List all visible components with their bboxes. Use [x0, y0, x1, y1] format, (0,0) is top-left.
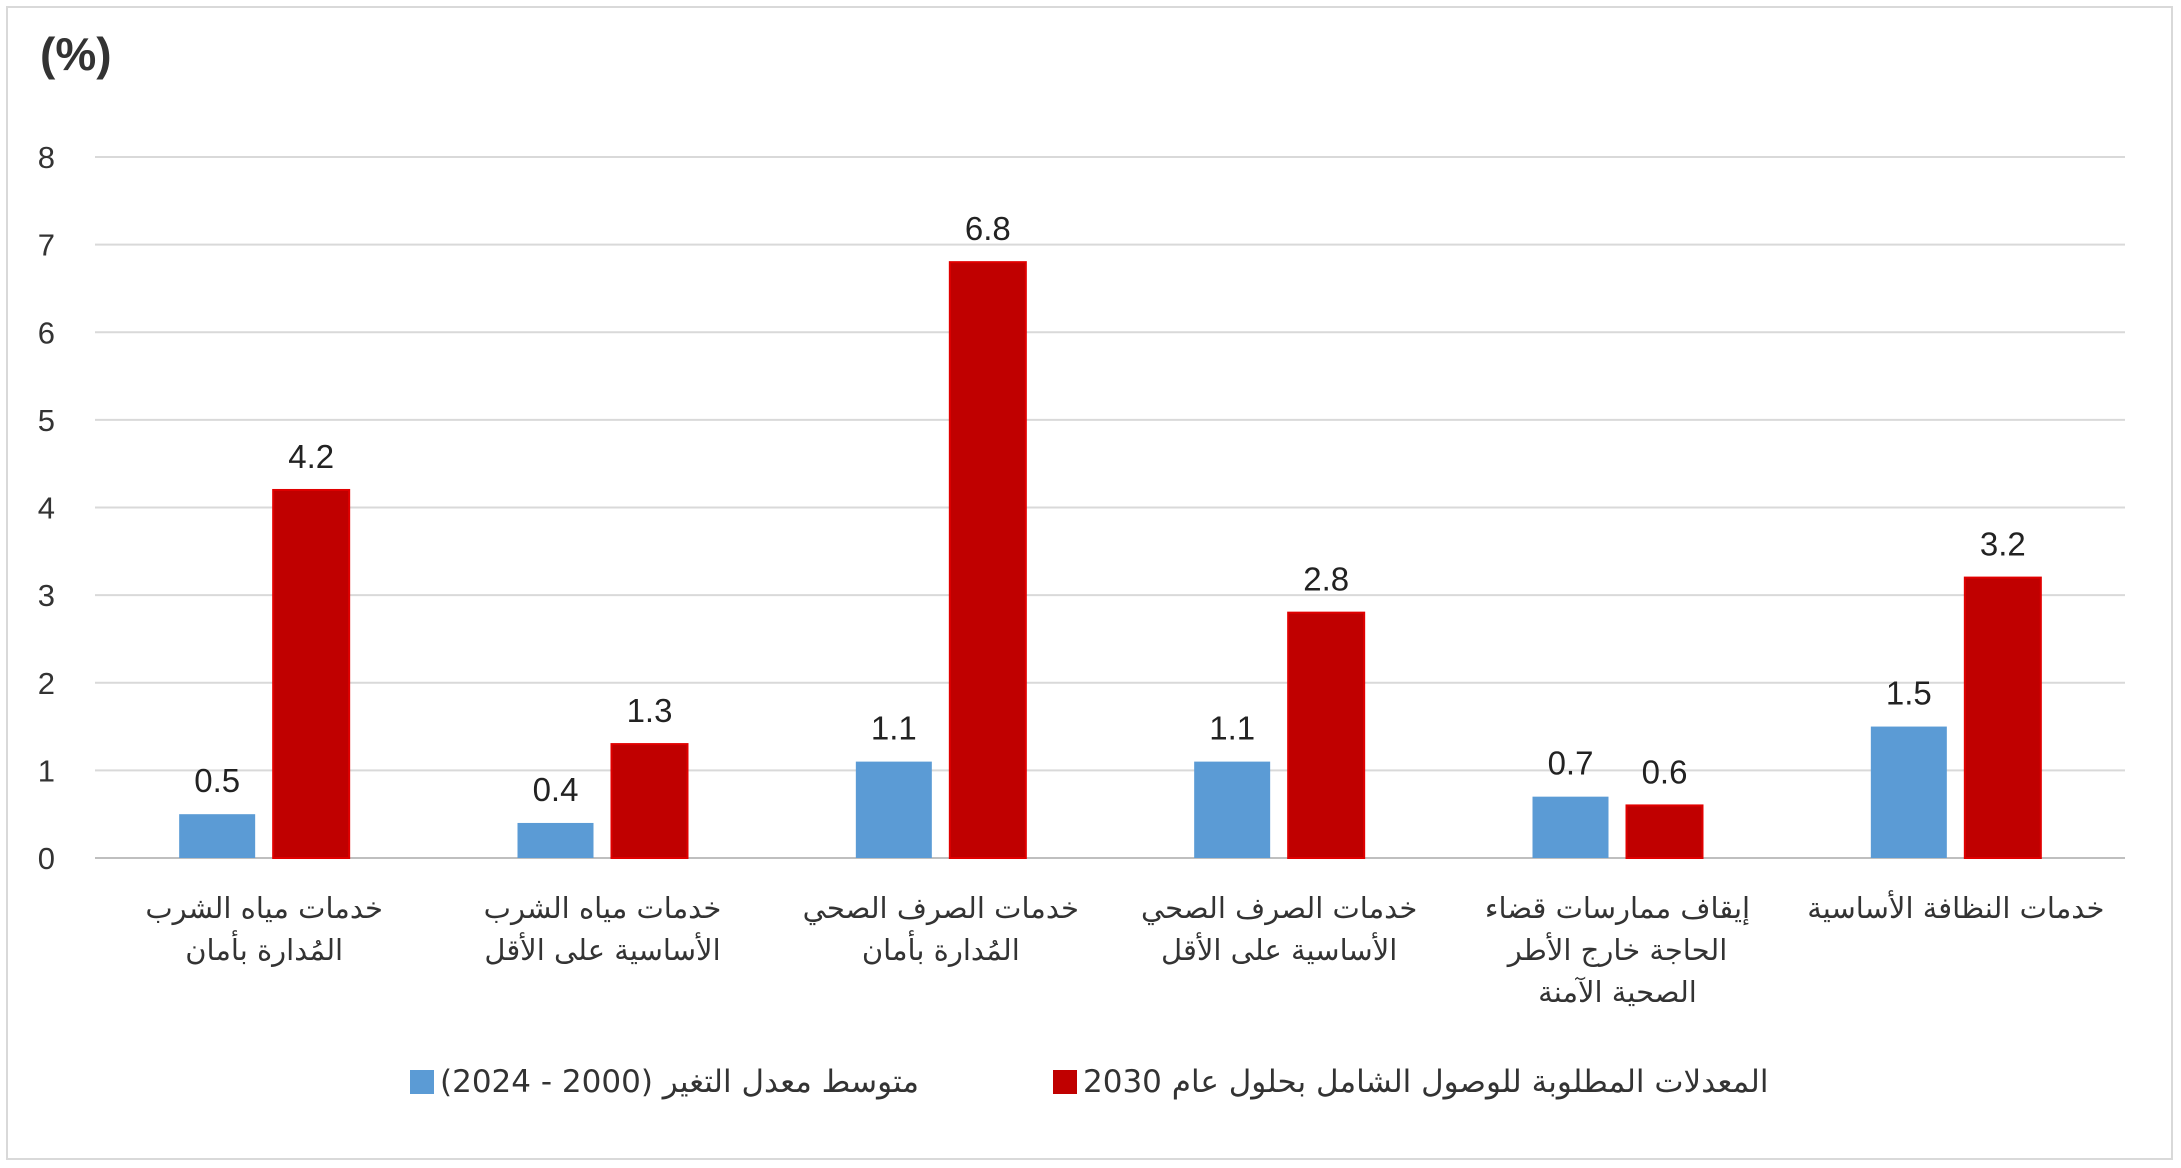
x-category-label: خدمات النظافة الأساسية	[1807, 889, 2104, 925]
x-category-label: خدمات مياه الشرب	[145, 891, 383, 925]
y-tick-label: 7	[38, 228, 55, 263]
bar	[1194, 761, 1271, 858]
y-tick-label: 8	[38, 140, 55, 175]
x-category-label: المُدارة بأمان	[862, 929, 1020, 967]
data-label: 1.1	[871, 710, 917, 747]
bar	[1532, 796, 1609, 858]
y-tick-label: 3	[38, 578, 55, 613]
y-tick-label: 6	[38, 315, 55, 350]
x-category-label: خدمات الصرف الصحي	[1141, 891, 1417, 926]
data-label: 0.4	[533, 771, 579, 808]
data-label: 0.5	[194, 762, 240, 799]
x-category-label: الحاجة خارج الأطر	[1506, 931, 1728, 968]
bar	[1287, 611, 1366, 860]
legend-swatch	[1053, 1070, 1077, 1094]
data-label: 1.3	[627, 692, 673, 729]
x-category-label: المُدارة بأمان	[185, 929, 343, 967]
x-category-label: خدمات الصرف الصحي	[803, 891, 1079, 926]
y-tick-label: 5	[38, 403, 55, 438]
data-label: 1.5	[1886, 675, 1932, 712]
bar	[179, 814, 256, 858]
data-label: 3.2	[1980, 526, 2026, 563]
data-label: 6.8	[965, 210, 1011, 247]
y-axis-unit-label: (%)	[40, 28, 112, 80]
y-tick-label: 4	[38, 491, 55, 526]
y-tick-label: 1	[38, 753, 55, 788]
x-category-label: الصحية الآمنة	[1538, 975, 1697, 1009]
x-category-label: خدمات مياه الشرب	[484, 891, 722, 925]
data-label: 0.7	[1548, 745, 1594, 782]
bar	[272, 488, 351, 859]
bar	[517, 822, 594, 858]
data-label: 0.6	[1642, 753, 1688, 790]
bar	[610, 743, 689, 860]
chart-frame	[6, 6, 2173, 1160]
bar	[1963, 576, 2042, 859]
x-axis-categories: خدمات مياه الشرب المُدارة بأمان خدمات مياه…	[145, 889, 2104, 1009]
data-label: 2.8	[1303, 561, 1349, 598]
bar	[1625, 804, 1704, 859]
bars	[179, 261, 2042, 860]
x-category-label: الأساسية على الأقل	[1161, 931, 1397, 967]
gridlines	[95, 156, 2125, 859]
data-label: 1.1	[1209, 710, 1255, 747]
y-axis-ticks: 0 1 2 3 4 5 6 7 8	[38, 140, 55, 876]
data-label: 4.2	[288, 438, 334, 475]
y-tick-label: 2	[38, 666, 55, 701]
legend-label: المعدلات المطلوبة للوصول الشامل بحلول عا…	[1083, 1064, 1768, 1100]
y-tick-label: 0	[38, 841, 55, 876]
x-category-label: الأساسية على الأقل	[484, 931, 720, 967]
x-category-label: إيقاف ممارسات قضاء	[1485, 891, 1750, 926]
legend: متوسط معدل التغير (2000 - 2024) المعدلات …	[410, 1064, 1768, 1100]
bar	[855, 761, 932, 858]
bar	[1870, 726, 1947, 858]
bar	[948, 261, 1027, 859]
legend-swatch	[410, 1070, 434, 1094]
data-labels: 0.5 4.2 0.4 1.3 1.1 6.8 1.1 2.8 0.7 0.6 1.5 3.2	[194, 210, 2026, 808]
legend-label: متوسط معدل التغير (2000 - 2024)	[440, 1064, 919, 1100]
